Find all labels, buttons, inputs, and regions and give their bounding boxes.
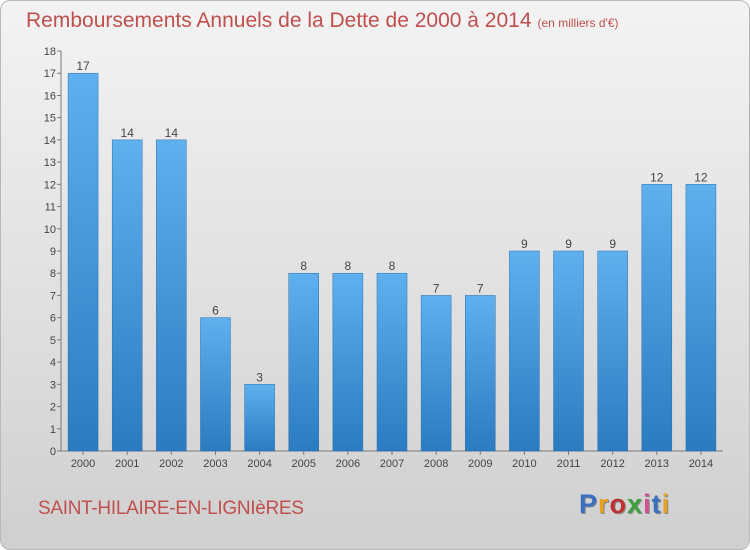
y-tick-label: 10 bbox=[44, 224, 56, 236]
x-tick-label-2012: 2012 bbox=[600, 458, 624, 470]
data-label-2000: 17 bbox=[76, 59, 90, 73]
logo-letter: t bbox=[651, 489, 662, 519]
data-label-2001: 14 bbox=[121, 126, 135, 140]
bar-2007 bbox=[376, 272, 408, 452]
x-tick-label-2001: 2001 bbox=[115, 458, 139, 470]
x-tick-label-2003: 2003 bbox=[203, 458, 227, 470]
bar-2011 bbox=[553, 250, 584, 452]
logo-letter: P bbox=[579, 489, 599, 519]
x-tick-label-2005: 2005 bbox=[291, 458, 315, 470]
x-tick-label-2013: 2013 bbox=[645, 458, 669, 470]
y-tick-label: 9 bbox=[50, 246, 56, 258]
y-tick-label: 1 bbox=[50, 424, 56, 436]
y-tick-label: 12 bbox=[44, 179, 56, 191]
chart-title: Remboursements Annuels de la Dette de 20… bbox=[26, 9, 619, 33]
logo-letter: x bbox=[627, 489, 644, 519]
bar-2001 bbox=[111, 139, 143, 452]
x-tick-label-2009: 2009 bbox=[468, 458, 492, 470]
logo-letter: r bbox=[598, 489, 610, 519]
bar-2013 bbox=[641, 184, 673, 452]
data-label-2005: 8 bbox=[300, 259, 307, 273]
x-tick-label-2010: 2010 bbox=[512, 458, 536, 470]
bar-2010 bbox=[509, 250, 540, 452]
bars: 17 14 14 6 3 8 8 8 7 7 9 9 9 12 12 bbox=[67, 59, 717, 452]
x-tick-label-2004: 2004 bbox=[247, 458, 271, 470]
bar-2003 bbox=[200, 317, 231, 452]
data-label-2012: 9 bbox=[609, 237, 616, 251]
data-label-2014: 12 bbox=[694, 170, 708, 184]
data-label-2006: 8 bbox=[345, 259, 352, 273]
x-tick-label-2002: 2002 bbox=[159, 458, 183, 470]
bar-2014 bbox=[685, 184, 717, 452]
bar-2012 bbox=[597, 250, 628, 452]
y-tick-label: 3 bbox=[50, 379, 56, 391]
y-tick-label: 14 bbox=[44, 135, 56, 147]
x-tick-label-2011: 2011 bbox=[557, 458, 581, 470]
data-label-2008: 7 bbox=[433, 281, 440, 295]
x-tick-label-2014: 2014 bbox=[689, 458, 713, 470]
logo-letter: i bbox=[643, 489, 652, 519]
data-label-2003: 6 bbox=[212, 304, 219, 318]
chart-title-main: Remboursements Annuels de la Dette de 20… bbox=[26, 9, 532, 32]
bar-2002 bbox=[156, 139, 187, 452]
y-tick-label: 18 bbox=[44, 46, 56, 58]
bar-2008 bbox=[420, 295, 452, 452]
logo-letter: o bbox=[609, 489, 628, 519]
y-tick-label: 5 bbox=[50, 335, 56, 347]
y-tick-label: 11 bbox=[45, 202, 56, 214]
y-tick-label: 16 bbox=[44, 90, 56, 102]
bar-2004 bbox=[244, 384, 275, 452]
data-label-2013: 12 bbox=[650, 170, 664, 184]
y-tick-label: 13 bbox=[44, 157, 56, 169]
x-tick-label-2007: 2007 bbox=[380, 458, 404, 470]
logo-letter: i bbox=[661, 489, 671, 519]
bar-2006 bbox=[332, 272, 364, 452]
data-label-2007: 8 bbox=[389, 259, 396, 273]
data-label-2004: 3 bbox=[256, 370, 263, 384]
y-tick-label: 15 bbox=[44, 113, 56, 125]
chart-title-unit: (en milliers d'€) bbox=[537, 16, 619, 30]
data-label-2011: 9 bbox=[565, 237, 572, 251]
data-label-2009: 7 bbox=[477, 281, 484, 295]
bar-2000 bbox=[67, 72, 99, 452]
y-tick-label: 8 bbox=[50, 268, 56, 280]
y-tick-label: 7 bbox=[50, 290, 56, 302]
bar-2005 bbox=[288, 272, 319, 452]
x-tick-label-2008: 2008 bbox=[424, 458, 448, 470]
bar-2009 bbox=[465, 295, 496, 452]
proxiti-logo: Proxiti bbox=[579, 489, 670, 520]
y-tick-label: 2 bbox=[50, 402, 56, 414]
y-tick-label: 6 bbox=[50, 313, 56, 325]
y-tick-label: 4 bbox=[50, 357, 56, 369]
x-tick-label-2000: 2000 bbox=[71, 458, 95, 470]
y-tick-label: 0 bbox=[50, 446, 56, 458]
data-label-2002: 14 bbox=[165, 126, 179, 140]
data-label-2010: 9 bbox=[521, 237, 528, 251]
x-tick-label-2006: 2006 bbox=[336, 458, 360, 470]
commune-name: SAINT-HILAIRE-EN-LIGNIèRES bbox=[38, 498, 304, 519]
y-tick-label: 17 bbox=[44, 68, 56, 80]
